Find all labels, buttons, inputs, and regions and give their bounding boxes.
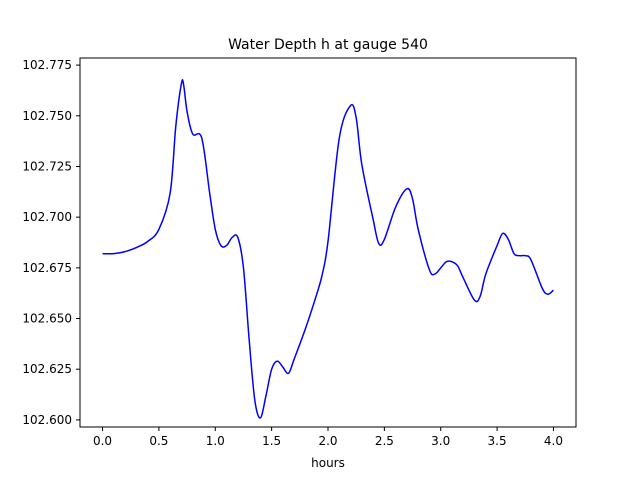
series-line-0 — [102, 79, 554, 419]
y-tick-label: 102.625 — [22, 362, 72, 376]
y-tick-label: 102.725 — [22, 159, 72, 173]
x-tick-label: 2.5 — [375, 434, 394, 448]
chart-title: Water Depth h at gauge 540 — [228, 37, 428, 53]
x-tick-label: 3.0 — [431, 434, 450, 448]
y-tick-label: 102.750 — [22, 109, 72, 123]
y-tick-label: 102.675 — [22, 261, 72, 275]
x-tick-label: 2.0 — [318, 434, 337, 448]
x-tick-label: 1.5 — [262, 434, 281, 448]
x-axis-label: hours — [311, 456, 345, 470]
y-tick-label: 102.775 — [22, 58, 72, 72]
plot-frame — [79, 57, 577, 428]
y-tick-label: 102.650 — [22, 312, 72, 326]
x-tick-label: 1.0 — [206, 434, 225, 448]
x-tick-label: 3.5 — [488, 434, 507, 448]
y-tick-label: 102.700 — [22, 210, 72, 224]
x-tick-label: 4.0 — [544, 434, 563, 448]
y-tick-label: 102.600 — [22, 413, 72, 427]
x-tick-label: 0.0 — [93, 434, 112, 448]
x-tick-label: 0.5 — [149, 434, 168, 448]
